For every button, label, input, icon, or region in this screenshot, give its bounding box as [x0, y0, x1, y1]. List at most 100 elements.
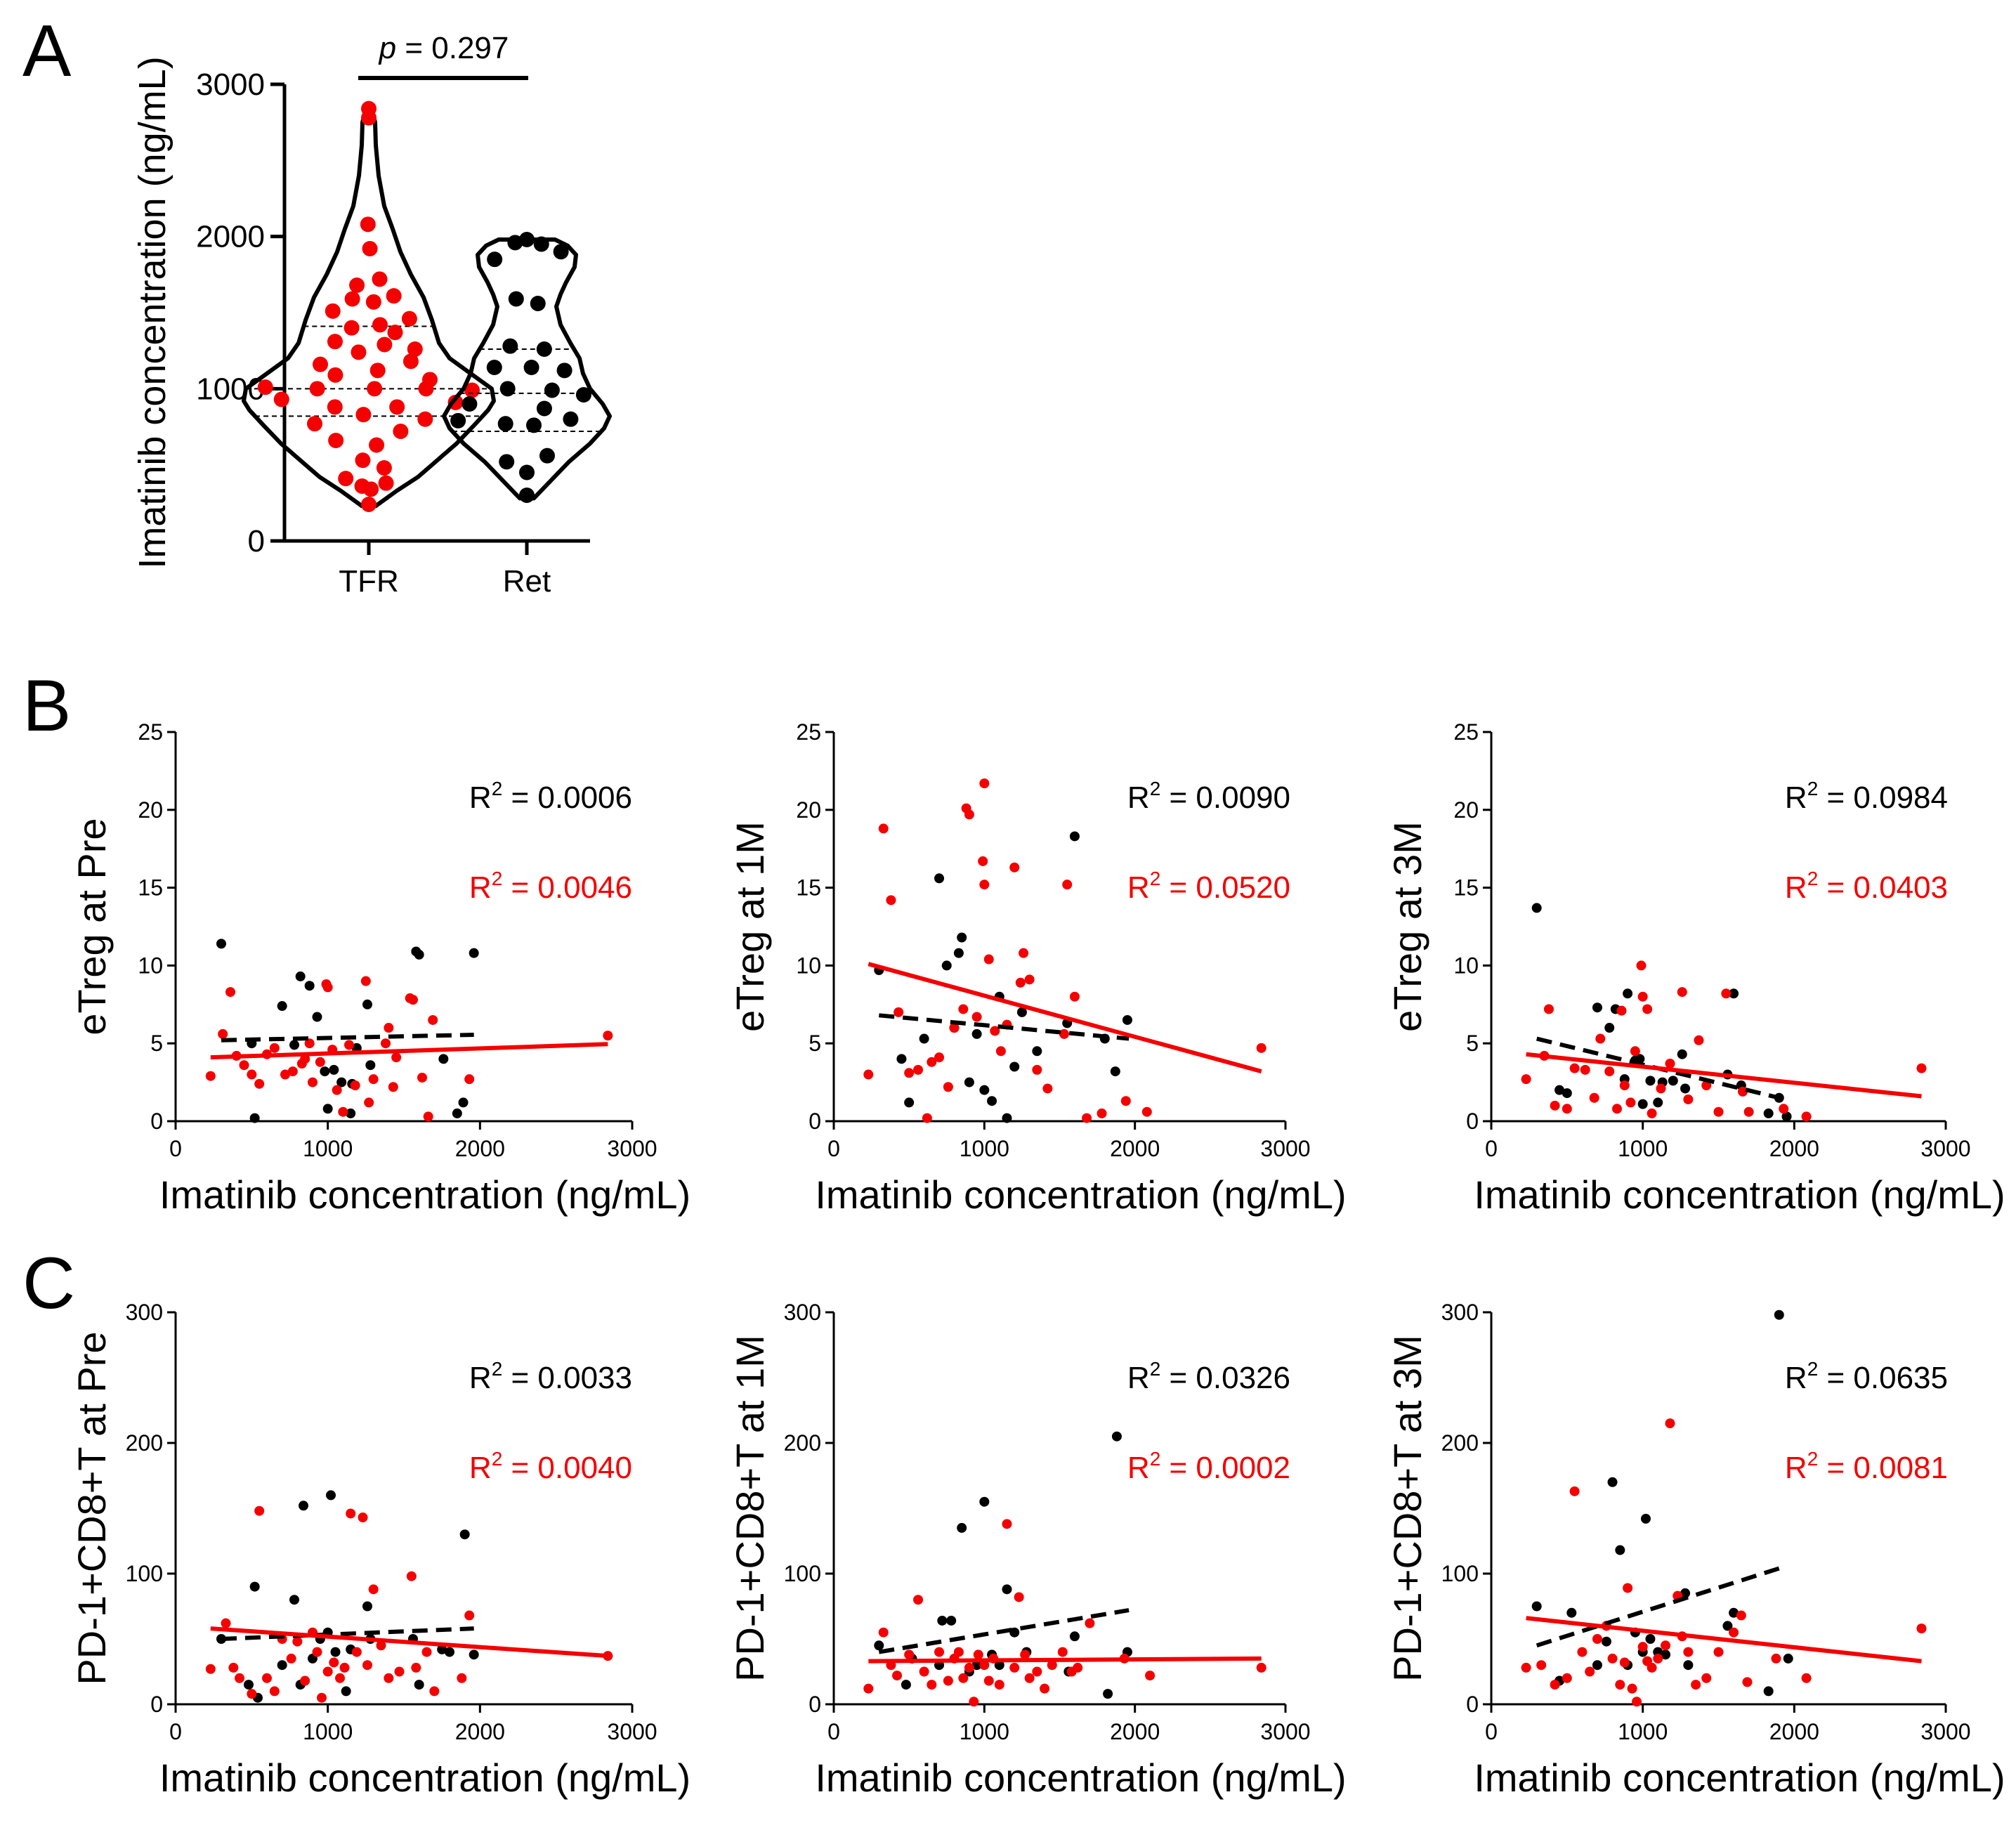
data-point-red [1020, 1649, 1030, 1660]
data-point-black [1592, 1660, 1602, 1671]
data-point-red [1097, 1108, 1107, 1118]
data-point-red [381, 1038, 391, 1049]
data-point-red [1580, 1064, 1590, 1075]
data-point-red [1059, 1028, 1069, 1039]
data-point-black [1623, 988, 1633, 999]
y-tick-label: 5 [809, 1031, 821, 1056]
data-point-red [1742, 1677, 1753, 1687]
regression-line-red [1526, 1616, 1922, 1664]
data-point-red [247, 1069, 257, 1080]
data-point-tfr [387, 325, 403, 341]
data-point-red [1521, 1662, 1531, 1673]
data-point-black [1604, 1023, 1615, 1033]
data-point-red [384, 1023, 394, 1033]
data-point-red [978, 856, 988, 866]
data-point-black [1615, 1545, 1625, 1555]
x-tick-label: Ret [503, 564, 551, 599]
data-point-tfr [402, 353, 419, 370]
data-point-black [1763, 1686, 1774, 1697]
data-point-red [878, 1627, 889, 1638]
data-point-tfr [363, 481, 379, 497]
data-point-red [322, 982, 333, 993]
data-point-black [1002, 1113, 1012, 1123]
data-point-black [1122, 1014, 1132, 1025]
data-point-black [979, 1496, 990, 1507]
data-point-red [1040, 1683, 1050, 1694]
data-point-red [1569, 1486, 1580, 1496]
panel-b-etreg-1m-chart: 0 5 10 15 20 25 0 1000 2000 3000 Imatinib concentr… [728, 719, 1347, 1217]
y-tick-label: 5 [150, 1031, 163, 1056]
x-tick-label: 1000 [1618, 1136, 1668, 1161]
data-point-red [406, 1571, 417, 1581]
data-point-black [941, 960, 952, 971]
data-point-black [987, 1096, 997, 1106]
data-point-red [1615, 1680, 1625, 1690]
data-point-red [384, 1673, 394, 1683]
data-point-ret [539, 447, 555, 464]
regression-line-red [210, 1042, 608, 1060]
data-point-black [964, 1077, 974, 1087]
data-point-red [990, 1026, 1000, 1036]
data-point-red [964, 809, 974, 820]
y-tick-label: 200 [126, 1430, 163, 1456]
data-point-black [346, 1108, 356, 1118]
regression-line-red [868, 962, 1262, 1073]
y-tick-label: 200 [1441, 1430, 1479, 1456]
data-point-ret [497, 416, 513, 432]
x-tick-label: 2000 [1769, 1136, 1819, 1161]
data-point-red [1024, 1673, 1035, 1683]
data-point-black [1069, 1631, 1080, 1642]
y-tick-label: 25 [1453, 719, 1479, 745]
y-tick-label: 0 [809, 1692, 821, 1717]
data-point-red [1637, 991, 1648, 1002]
regression-line-red [1526, 1052, 1922, 1099]
y-tick-label: 200 [784, 1430, 821, 1456]
data-point-red [1665, 1059, 1675, 1069]
data-point-red [1256, 1043, 1266, 1053]
panel-b-etreg-pre-chart: 0 5 10 15 20 25 0 1000 2000 3000 Imatinib concentr… [70, 719, 690, 1217]
data-point-tfr [365, 294, 381, 310]
data-point-red [934, 1052, 945, 1063]
data-point-black [1783, 1653, 1793, 1664]
data-point-tfr [351, 344, 367, 360]
data-point-black [438, 1054, 449, 1064]
data-point-red [1120, 1096, 1131, 1106]
data-point-red [464, 1074, 475, 1085]
data-point-red [1009, 862, 1020, 873]
data-point-tfr [361, 497, 377, 512]
data-point-red [228, 1662, 239, 1673]
data-point-tfr [401, 311, 417, 327]
y-tick-label: 300 [1441, 1300, 1479, 1325]
y-tick-label: 10 [796, 953, 821, 978]
data-point-black [295, 971, 306, 981]
data-point-red [919, 1666, 929, 1677]
data-point-black [1531, 903, 1542, 913]
panel-a-violin-chart: 0 1000 2000 3000 TFR Ret Imatinib concentratio… [131, 31, 612, 599]
data-point-black [1592, 1002, 1602, 1013]
y-tick-label: 300 [126, 1300, 163, 1325]
data-point-black [904, 1097, 915, 1108]
data-point-black [299, 1501, 308, 1511]
data-point-black [901, 1680, 911, 1690]
data-point-black [1645, 1634, 1656, 1644]
data-point-red [1691, 1680, 1701, 1690]
r-squared-label-black: R2 = 0.0635 [1785, 1358, 1948, 1395]
data-point-red [254, 1078, 265, 1089]
data-point-red [1701, 1673, 1712, 1683]
x-tick-label: 0 [827, 1136, 840, 1161]
data-point-black [1729, 1607, 1739, 1618]
data-point-tfr [377, 336, 393, 353]
r-squared-label-black: R2 = 0.0326 [1127, 1358, 1290, 1395]
data-point-red [943, 1082, 953, 1092]
regression-line-black [221, 1033, 474, 1043]
data-point-red [1595, 1033, 1606, 1044]
data-point-red [1015, 977, 1026, 988]
data-point-red [979, 778, 990, 789]
data-point-ret [575, 387, 591, 403]
data-point-black [249, 1581, 260, 1592]
panel-b-etreg-3m-chart: 0 5 10 15 20 25 0 1000 2000 3000 Imatinib concentr… [1385, 719, 2005, 1217]
data-point-tfr [378, 475, 394, 491]
data-point-black [312, 1012, 322, 1022]
x-tick-label: 2000 [455, 1719, 505, 1744]
data-point-red [913, 1595, 924, 1605]
